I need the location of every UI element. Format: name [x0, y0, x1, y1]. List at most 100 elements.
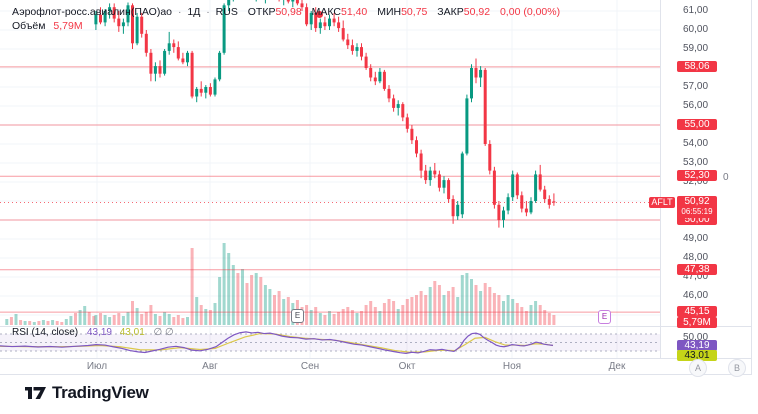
corner-button-b[interactable]: B [728, 359, 746, 377]
countdown-timer: 06:55:19 [681, 206, 713, 216]
volume-bar [534, 301, 538, 325]
volume-bar [149, 305, 153, 325]
volume-bar [121, 316, 125, 325]
candle-body [135, 16, 139, 44]
candle-body [117, 18, 121, 27]
volume-bar [37, 321, 41, 325]
volume-bar [428, 287, 432, 325]
volume-legend: Объём 5,79M [12, 20, 83, 32]
volume-bar [190, 248, 194, 325]
month-label: Ноя [502, 361, 522, 372]
volume-bar [323, 315, 327, 325]
candle-body [332, 18, 336, 23]
volume-bar [204, 309, 208, 325]
candle-body [465, 98, 469, 154]
volume-bar [87, 312, 91, 325]
candle-body [488, 144, 492, 171]
candle-body [318, 22, 322, 29]
price-level-badge[interactable]: 58,06 [677, 60, 717, 72]
candle-body [195, 88, 199, 97]
corner-button-a[interactable]: A [689, 359, 707, 377]
volume-bar [92, 316, 96, 325]
volume-bar [9, 317, 13, 325]
brand-text: TradingView [52, 383, 149, 402]
rsi-extra-values: ∅ ∅ [153, 327, 174, 338]
candle-body [524, 208, 528, 213]
price-scale[interactable]: 0 61,00 60,00 59,00 57,00 56,00 54,00 53,00 52,… [649, 0, 751, 375]
tradingview-brand[interactable]: TradingView [25, 383, 149, 403]
candle-body [149, 52, 153, 74]
volume-bar [314, 307, 318, 325]
candle-body [204, 87, 208, 93]
volume-bar [382, 303, 386, 325]
volume-bar [318, 313, 322, 325]
volume-bar [222, 243, 226, 325]
candle-body [396, 104, 400, 108]
volume-bar [103, 315, 107, 325]
symbol-legend: Аэрофлот-росс.авиалин(ПАО)ао · 1Д · RUS … [12, 6, 560, 18]
price-level-badge[interactable]: 52,30 [677, 170, 717, 182]
close-label: ЗАКР [437, 6, 464, 18]
current-price-badge[interactable]: 50,92 06:55:19 [677, 195, 717, 218]
rsi-title[interactable]: RSI (14, close) [12, 327, 79, 338]
tradingview-logo-icon [25, 387, 46, 399]
rsi-line [0, 331, 554, 354]
volume-bar [520, 307, 524, 325]
volume-bar [199, 305, 203, 325]
candle-body [360, 47, 363, 57]
candle-body [410, 128, 414, 141]
candle-body [218, 52, 222, 80]
candle-body [153, 66, 157, 74]
volume-bar [543, 310, 547, 325]
volume-bar [419, 291, 423, 325]
high-label: МАКС [311, 6, 341, 18]
volume-bar [55, 321, 59, 325]
change-value: 0,00 (0,00%) [499, 6, 561, 18]
price-level-badge[interactable]: 50,00 [677, 214, 717, 225]
volume-bar [167, 314, 171, 325]
candle-body [337, 22, 341, 29]
candle-body [520, 195, 524, 209]
pane-separator[interactable] [0, 326, 751, 327]
price-tick-label: 46,00 [683, 290, 709, 301]
volume-bar [474, 285, 478, 325]
candle-body [121, 22, 125, 27]
volume-bar [369, 301, 373, 325]
price-level-badge[interactable]: 45,15 [677, 306, 717, 318]
candle-body [547, 199, 551, 205]
volume-bar [176, 315, 180, 325]
earnings-marker-past[interactable]: E [291, 309, 304, 323]
volume-bar [337, 312, 341, 325]
interval-label[interactable]: 1Д [187, 6, 201, 18]
price-tick-label: 54,00 [683, 138, 709, 149]
volume-bar [350, 310, 354, 325]
legend-separator2: · [206, 6, 210, 18]
volume-bar [515, 303, 519, 325]
volume-bar [5, 319, 9, 325]
volume-bar [410, 297, 414, 325]
volume-label[interactable]: Объём [12, 20, 46, 32]
candle-body [346, 39, 350, 46]
volume-bar [41, 320, 45, 325]
chart-canvas[interactable] [0, 0, 758, 375]
volume-bar [241, 269, 244, 325]
price-level-badge[interactable]: 47,38 [677, 263, 717, 275]
candle-body [428, 170, 432, 181]
delayed-data-dot-icon[interactable] [316, 11, 323, 18]
price-tick-label: 49,00 [683, 233, 709, 244]
price-level-badge[interactable]: 55,00 [677, 119, 717, 130]
candle-body [437, 174, 441, 188]
current-price-ticker-tag[interactable]: AFLT [649, 196, 675, 208]
volume-bar [195, 297, 199, 325]
volume-bar [309, 310, 313, 325]
time-axis[interactable]: Июл Авг Сен Окт Ноя Дек [0, 359, 751, 374]
volume-bar [259, 277, 263, 325]
earnings-marker-upcoming[interactable]: E [598, 310, 611, 324]
volume-bar [250, 275, 254, 325]
symbol-title[interactable]: Аэрофлот-росс.авиалин(ПАО)ао [12, 6, 173, 18]
volume-bar [538, 305, 542, 325]
candle-body [492, 170, 496, 205]
volume-bar [245, 283, 249, 325]
volume-bar [286, 297, 290, 325]
volume-bar [172, 317, 176, 325]
